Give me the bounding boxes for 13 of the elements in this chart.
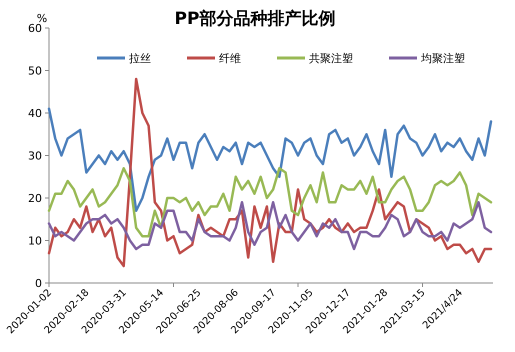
legend-label: 纤维 (219, 52, 241, 65)
y-tick-label: 20 (28, 192, 42, 205)
legend-label: 拉丝 (129, 52, 151, 65)
y-tick-label: 50 (28, 64, 42, 78)
y-tick-label: 40 (28, 107, 42, 120)
y-axis-title: % (36, 12, 48, 25)
legend-label: 共聚注塑 (309, 52, 353, 65)
y-tick-label: 60 (28, 22, 42, 35)
y-tick-label: 0 (35, 277, 42, 290)
y-tick-label: 30 (28, 150, 42, 162)
chart-title: PP部分品种排产比例 (174, 9, 336, 29)
y-tick-label: 10 (28, 234, 42, 248)
legend-label: 均聚注塑 (420, 52, 465, 65)
